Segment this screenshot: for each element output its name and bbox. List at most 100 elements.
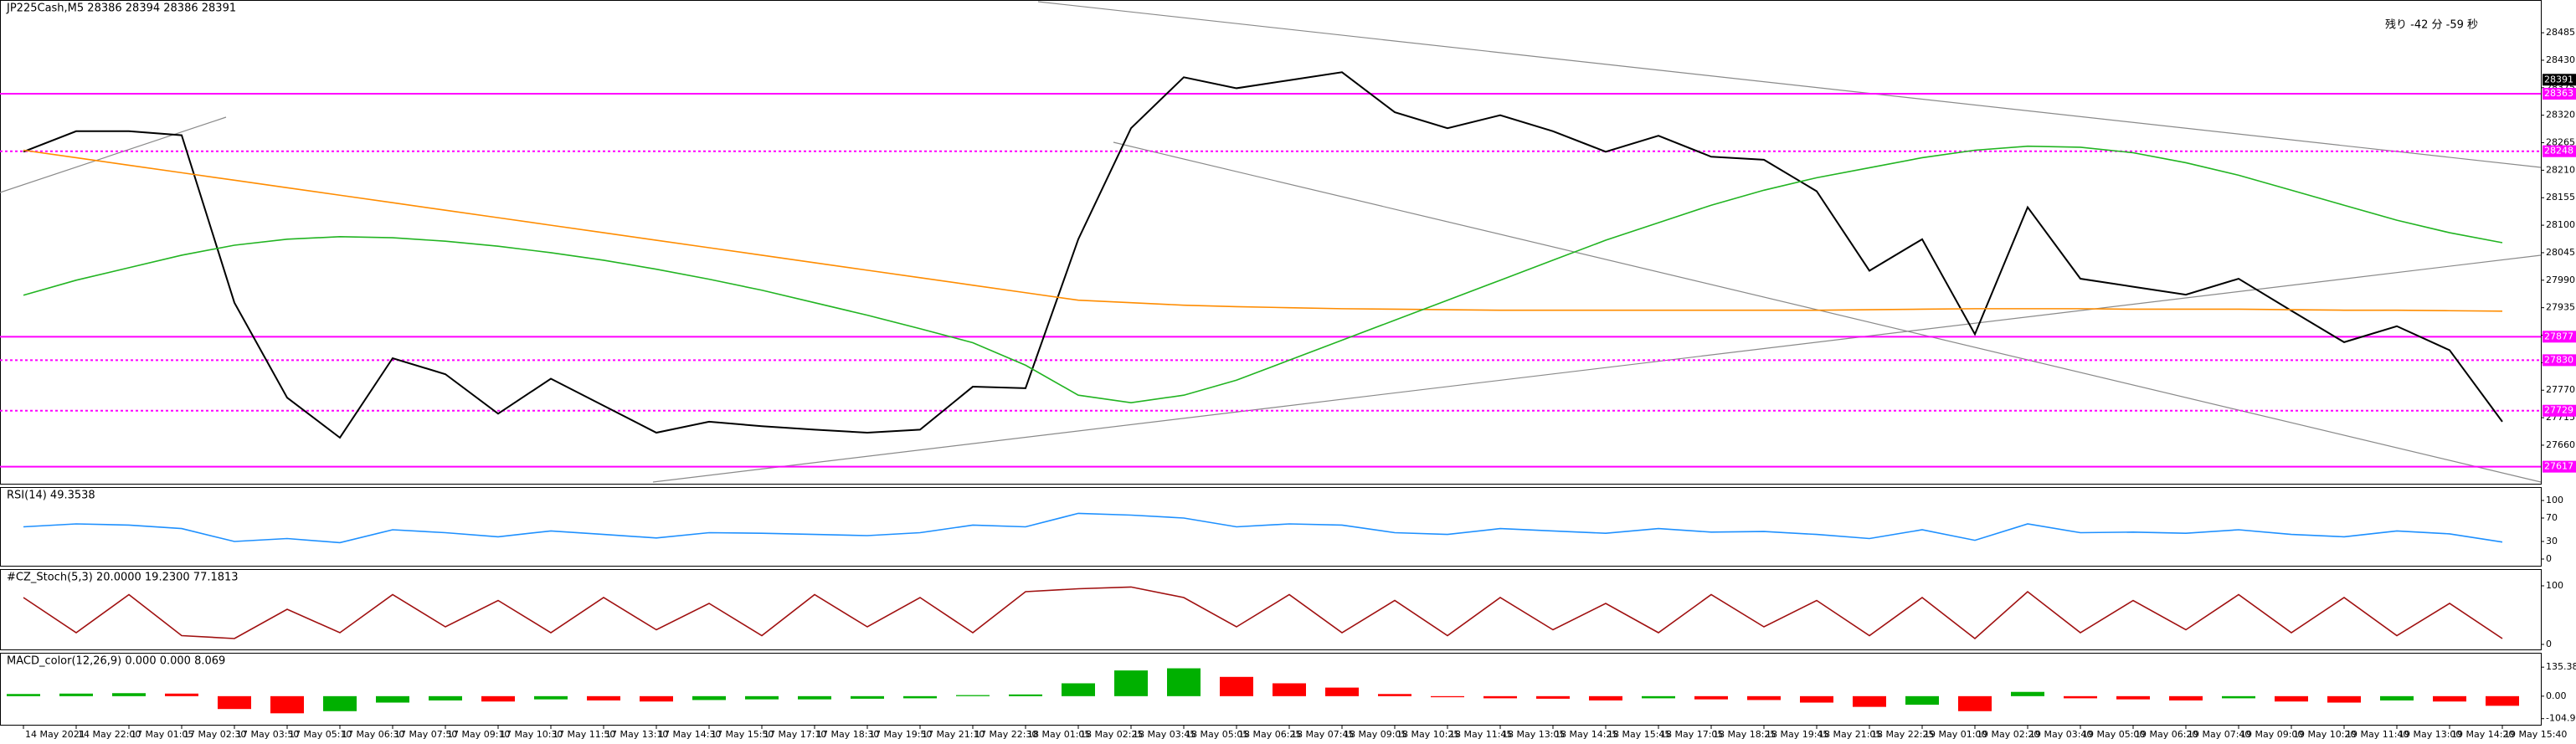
x-tick-label: 18 May 13:05 — [1502, 729, 1565, 740]
x-tick-label: 19 May 09:00 — [2240, 729, 2303, 740]
x-tick-label: 19 May 13:00 — [2399, 729, 2461, 740]
histogram-bar — [165, 693, 198, 696]
histogram-bar — [1747, 695, 1781, 700]
histogram-bar — [1378, 694, 1411, 696]
trend-line — [0, 116, 227, 193]
series-line — [23, 512, 2503, 544]
histogram-bar — [2169, 695, 2203, 700]
x-tick-label: 14 May 2021 — [25, 729, 85, 740]
histogram-bar — [2433, 695, 2466, 702]
x-tick-label: 19 May 14:20 — [2451, 729, 2514, 740]
y-tick-label: 70 — [2546, 512, 2558, 523]
histogram-bar — [1800, 695, 1833, 703]
histogram-bar — [429, 695, 462, 700]
level-label: 27729 — [2544, 405, 2573, 416]
x-tick-label: 17 May 18:30 — [816, 729, 879, 740]
stoch-panel — [0, 569, 2542, 650]
y-tick-label: 28320 — [2546, 110, 2575, 121]
x-tick-label: 18 May 07:45 — [1291, 729, 1354, 740]
histogram-bar — [1905, 695, 1939, 706]
x-tick-label: 18 May 11:45 — [1449, 729, 1512, 740]
series-line — [23, 149, 2503, 312]
histogram-bar — [745, 695, 779, 700]
last-price-label: 28391 — [2544, 74, 2573, 85]
panel-title: #CZ_Stoch(5,3) 20.0000 19.2300 77.1813 — [7, 572, 239, 584]
level-tag — [2543, 87, 2576, 100]
main-panel — [0, 0, 2542, 485]
histogram-bar — [376, 695, 409, 703]
level-tag — [2543, 460, 2576, 473]
x-tick-label: 17 May 06:30 — [342, 729, 404, 740]
histogram-bar — [1483, 695, 1517, 699]
x-tick-label: 17 May 10:30 — [500, 729, 563, 740]
x-tick-label: 17 May 09:10 — [447, 729, 510, 740]
x-tick-label: 17 May 11:50 — [553, 729, 615, 740]
histogram-bar — [640, 695, 673, 702]
level-tag — [2543, 145, 2576, 157]
level-label: 28248 — [2544, 146, 2573, 156]
x-tick-label: 17 May 22:30 — [974, 729, 1037, 740]
histogram-bar — [218, 695, 251, 710]
x-tick-label: 19 May 10:20 — [2293, 729, 2356, 740]
histogram-bar — [1431, 695, 1464, 698]
y-tick-label: 30 — [2546, 536, 2558, 546]
trend-line — [652, 254, 2542, 483]
x-tick-label: 17 May 07:50 — [394, 729, 457, 740]
series-line — [23, 586, 2503, 640]
x-tick-label: 17 May 17:10 — [764, 729, 826, 740]
histogram-bar — [798, 695, 831, 700]
x-tick-label: 19 May 11:40 — [2346, 729, 2409, 740]
x-tick-label: 19 May 07:40 — [2188, 729, 2250, 740]
y-tick-label: 27935 — [2546, 302, 2575, 313]
histogram-bar — [2011, 691, 2044, 696]
histogram-bar — [851, 695, 884, 699]
y-tick-label: 0.00 — [2546, 690, 2567, 701]
x-tick-label: 17 May 01:05 — [131, 729, 193, 740]
histogram-bar — [1694, 695, 1728, 700]
histogram-bar — [1642, 695, 1675, 699]
level-label: 27877 — [2544, 331, 2573, 341]
y-tick-label: 28045 — [2546, 247, 2575, 258]
x-tick-label: 17 May 14:30 — [658, 729, 721, 740]
level-tag — [2543, 354, 2576, 367]
macd-panel — [0, 653, 2542, 726]
trend-line — [1037, 1, 2542, 168]
panel-title: MACD_color(12,26,9) 0.000 0.000 8.069 — [7, 655, 225, 668]
y-tick-label: 0 — [2546, 639, 2552, 649]
y-tick-label: 100 — [2546, 495, 2563, 505]
x-tick-label: 18 May 03:45 — [1133, 729, 1195, 740]
y-tick-label: 28100 — [2546, 219, 2575, 230]
histogram-bar — [1536, 695, 1570, 699]
x-tick-label: 18 May 15:45 — [1607, 729, 1670, 740]
x-tick-label: 17 May 03:50 — [236, 729, 299, 740]
chart-title: JP225Cash,M5 28386 28394 28386 28391 — [6, 3, 236, 15]
x-tick-label: 19 May 05:00 — [2082, 729, 2145, 740]
histogram-bar — [903, 695, 937, 699]
panel-title: RSI(14) 49.3538 — [7, 490, 95, 502]
x-tick-label: 17 May 02:30 — [183, 729, 246, 740]
histogram-bar — [692, 695, 726, 700]
histogram-bar — [323, 695, 357, 711]
histogram-bar — [1958, 695, 1992, 711]
level-label: 27617 — [2544, 461, 2573, 472]
x-tick-label: 17 May 05:10 — [289, 729, 352, 740]
histogram-bar — [2064, 695, 2097, 699]
x-tick-label: 18 May 17:05 — [1660, 729, 1723, 740]
histogram-bar — [956, 695, 990, 696]
y-tick-label: 28485 — [2546, 27, 2575, 38]
y-tick-label: 28155 — [2546, 192, 2575, 203]
histogram-bar — [7, 694, 40, 696]
x-tick-label: 18 May 02:25 — [1080, 729, 1143, 740]
y-tick-label: 100 — [2546, 580, 2563, 591]
level-tag — [2543, 331, 2576, 343]
histogram-bar — [270, 695, 304, 714]
level-label: 28363 — [2544, 88, 2573, 99]
x-tick-label: 18 May 01:05 — [1027, 729, 1090, 740]
x-tick-label: 18 May 05:05 — [1185, 729, 1248, 740]
histogram-bar — [534, 695, 568, 700]
histogram-bar — [2327, 695, 2361, 703]
y-tick-label: 27660 — [2546, 439, 2575, 450]
y-tick-label: -104.977 — [2546, 713, 2576, 724]
series-line — [23, 145, 2503, 403]
